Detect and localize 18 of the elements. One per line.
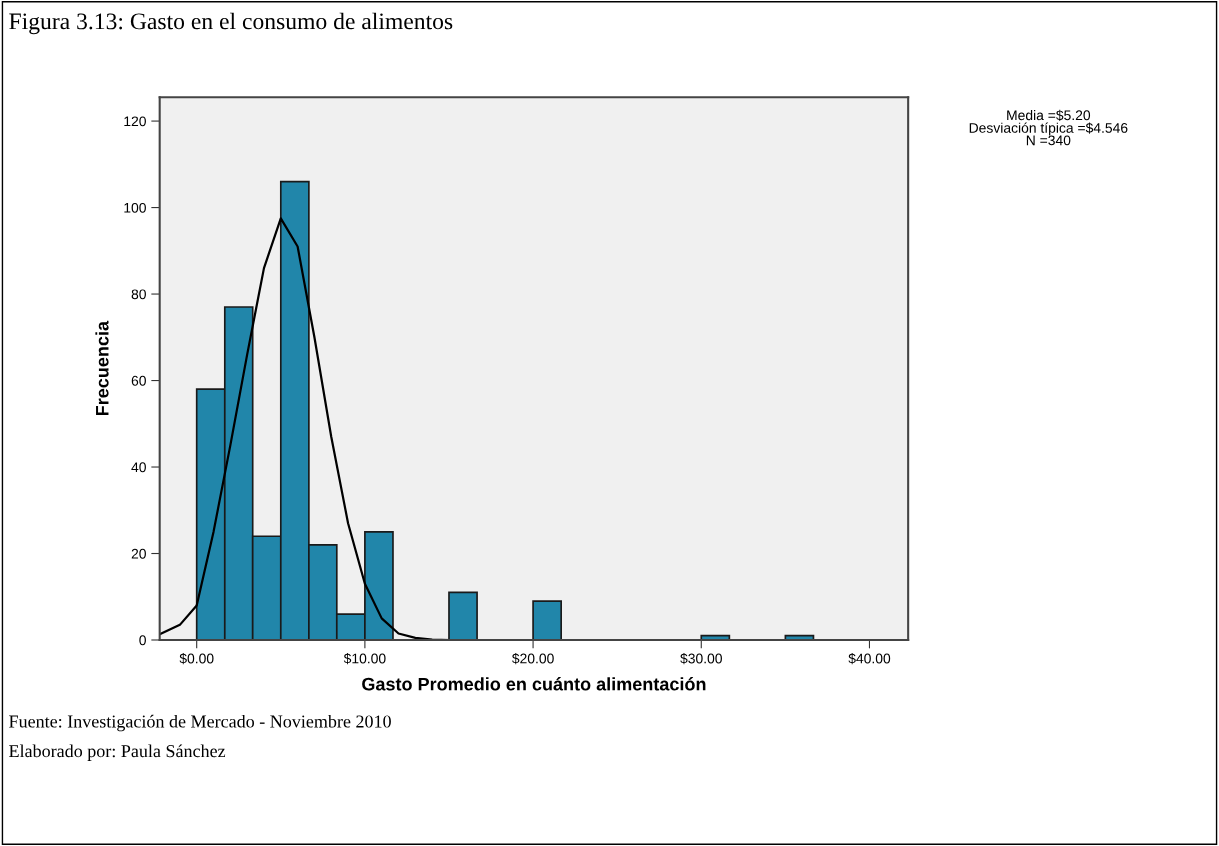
y-tick-label: 40: [131, 462, 146, 473]
source-note: Fuente: Investigación de Mercado - Noviembre 2010: [9, 714, 391, 732]
y-tick-label: 20: [131, 548, 146, 559]
y-tick-label: 100: [124, 202, 146, 213]
y-tick-label: 0: [139, 635, 146, 646]
x-tick-label: $20.00: [511, 652, 554, 665]
text: Elaborado por: Paula Sánchez: [9, 744, 226, 761]
x-tick-label: $0.00: [179, 652, 214, 665]
x-axis-title: Gasto Promedio en cuánto alimentación: [362, 677, 706, 691]
text: Media =$5.20 Desviación típica =$4.546 N =340: [969, 109, 1128, 146]
y-axis-title: Frecuencia: [95, 320, 109, 416]
x-tick-label: $10.00: [343, 652, 386, 665]
x-tick-label: $30.00: [680, 652, 722, 665]
y-tick-label: 80: [131, 289, 146, 300]
chart-title: Figura 3.13: Gasto en el consumo de alimentos: [9, 12, 453, 35]
y-tick-label: 60: [131, 375, 146, 386]
x-tick-label: $40.00: [848, 652, 891, 665]
y-tick-label: 120: [124, 116, 146, 127]
